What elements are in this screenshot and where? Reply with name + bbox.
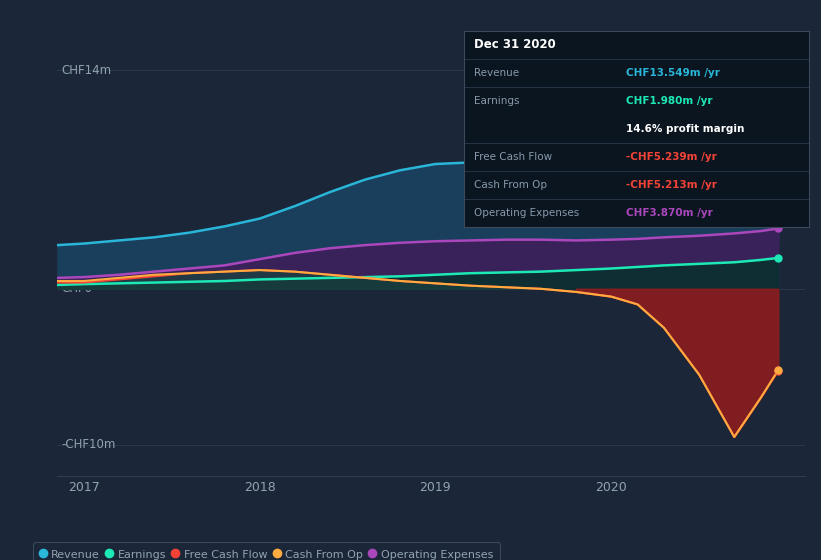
Legend: Revenue, Earnings, Free Cash Flow, Cash From Op, Operating Expenses: Revenue, Earnings, Free Cash Flow, Cash … <box>33 543 500 560</box>
Text: Free Cash Flow: Free Cash Flow <box>475 152 553 162</box>
Text: CHF14m: CHF14m <box>61 64 111 77</box>
Text: CHF0: CHF0 <box>61 282 92 295</box>
Text: Dec 31 2020: Dec 31 2020 <box>475 38 556 52</box>
Text: Revenue: Revenue <box>475 68 520 78</box>
Text: Cash From Op: Cash From Op <box>475 180 548 190</box>
Text: Operating Expenses: Operating Expenses <box>475 208 580 218</box>
Text: -CHF5.213m /yr: -CHF5.213m /yr <box>626 180 717 190</box>
Text: CHF3.870m /yr: CHF3.870m /yr <box>626 208 713 218</box>
Text: -CHF10m: -CHF10m <box>61 438 116 451</box>
Text: -CHF5.239m /yr: -CHF5.239m /yr <box>626 152 717 162</box>
Text: 14.6% profit margin: 14.6% profit margin <box>626 124 745 134</box>
Text: CHF1.980m /yr: CHF1.980m /yr <box>626 96 713 106</box>
Text: CHF13.549m /yr: CHF13.549m /yr <box>626 68 720 78</box>
Text: Earnings: Earnings <box>475 96 520 106</box>
